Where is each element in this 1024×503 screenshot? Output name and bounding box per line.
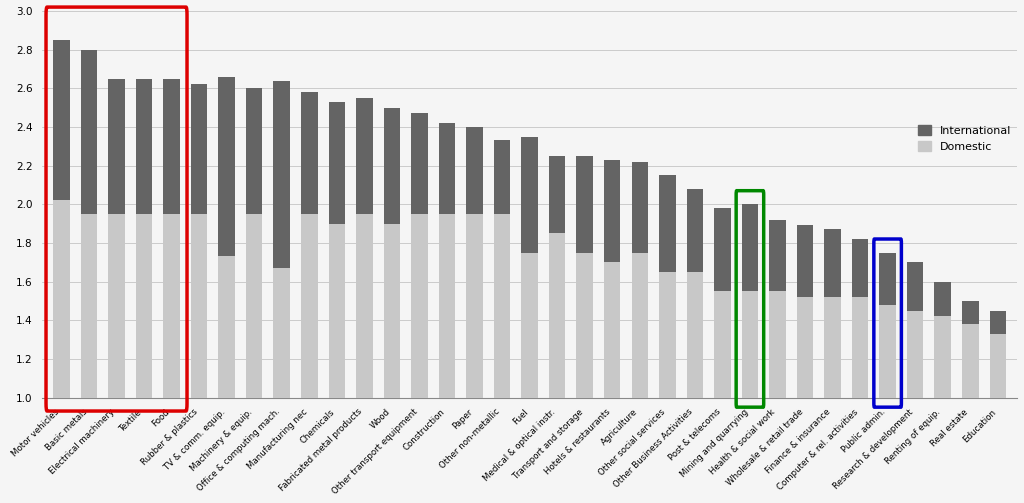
Bar bbox=[632, 253, 648, 397]
Bar bbox=[190, 214, 208, 397]
Bar bbox=[218, 76, 234, 257]
Bar bbox=[797, 225, 813, 297]
Bar bbox=[136, 78, 153, 214]
Bar bbox=[218, 257, 234, 397]
Bar bbox=[384, 108, 400, 223]
Bar bbox=[604, 262, 621, 397]
Bar bbox=[438, 123, 456, 214]
Bar bbox=[852, 239, 868, 297]
Bar bbox=[880, 253, 896, 305]
Bar bbox=[769, 220, 785, 291]
Bar bbox=[632, 161, 648, 253]
Bar bbox=[412, 113, 428, 214]
Bar bbox=[577, 253, 593, 397]
Bar bbox=[273, 80, 290, 268]
Bar bbox=[494, 214, 510, 397]
Bar bbox=[880, 305, 896, 397]
Bar bbox=[164, 78, 180, 214]
Bar bbox=[412, 214, 428, 397]
Bar bbox=[466, 127, 482, 214]
Bar bbox=[329, 223, 345, 397]
Bar bbox=[301, 92, 317, 214]
Legend: International, Domestic: International, Domestic bbox=[918, 125, 1012, 152]
Bar bbox=[852, 297, 868, 397]
Bar bbox=[714, 208, 731, 291]
Bar bbox=[494, 140, 510, 214]
Bar bbox=[81, 214, 97, 397]
Bar bbox=[935, 282, 951, 316]
Bar bbox=[521, 253, 538, 397]
Bar bbox=[329, 102, 345, 223]
Bar bbox=[659, 175, 676, 272]
Bar bbox=[438, 214, 456, 397]
Bar bbox=[136, 214, 153, 397]
Bar bbox=[962, 301, 979, 324]
Bar bbox=[824, 229, 841, 297]
Bar bbox=[53, 200, 70, 397]
Bar bbox=[246, 214, 262, 397]
Bar bbox=[356, 214, 373, 397]
Bar bbox=[53, 40, 70, 200]
Bar bbox=[190, 85, 208, 214]
Bar bbox=[824, 297, 841, 397]
Bar bbox=[301, 214, 317, 397]
Bar bbox=[907, 310, 924, 397]
Bar bbox=[246, 88, 262, 214]
Bar bbox=[549, 156, 565, 233]
Bar bbox=[164, 214, 180, 397]
Bar bbox=[741, 291, 758, 397]
Bar bbox=[686, 189, 703, 272]
Bar bbox=[989, 310, 1006, 333]
Bar bbox=[659, 272, 676, 397]
Bar bbox=[686, 272, 703, 397]
Bar bbox=[989, 333, 1006, 397]
Bar bbox=[109, 78, 125, 214]
Bar bbox=[907, 262, 924, 310]
Bar bbox=[741, 204, 758, 291]
Bar bbox=[962, 324, 979, 397]
Bar bbox=[797, 297, 813, 397]
Bar bbox=[604, 160, 621, 262]
Bar bbox=[384, 223, 400, 397]
Bar bbox=[466, 214, 482, 397]
Bar bbox=[577, 156, 593, 253]
Bar bbox=[81, 50, 97, 214]
Bar bbox=[714, 291, 731, 397]
Bar bbox=[273, 268, 290, 397]
Bar bbox=[356, 98, 373, 214]
Bar bbox=[769, 291, 785, 397]
Bar bbox=[549, 233, 565, 397]
Bar bbox=[521, 137, 538, 253]
Bar bbox=[109, 214, 125, 397]
Bar bbox=[935, 316, 951, 397]
